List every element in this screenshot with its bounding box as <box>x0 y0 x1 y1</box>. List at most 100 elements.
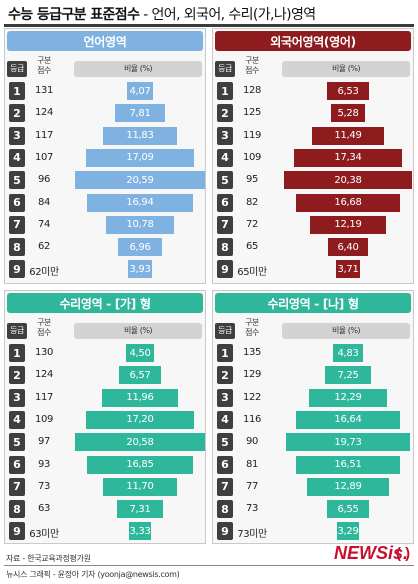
grade-column-header: 등급 <box>7 61 27 77</box>
bar-value-label: 7,25 <box>337 369 359 381</box>
bar-value-label: 12,89 <box>334 481 362 493</box>
bar-value-label: 4,50 <box>129 347 151 359</box>
score-label: 82 <box>246 196 258 208</box>
bar-value-label: 12,29 <box>334 392 362 404</box>
bar-value-label: 16,51 <box>334 459 362 470</box>
ratio-column-header: 비율 (%) <box>282 61 410 77</box>
newsis-logo: NEWSis. ( ) <box>334 543 410 563</box>
grade-label: 2 <box>217 366 233 385</box>
ratio-column-header: 비율 (%) <box>74 323 202 339</box>
score-header-line1: 구분 <box>37 318 51 327</box>
bar <box>127 260 153 279</box>
grade-label: 4 <box>217 148 233 167</box>
bar <box>336 260 360 279</box>
bar-value-label: 16,64 <box>334 414 362 426</box>
bar-value-label: 16,68 <box>334 197 362 208</box>
page-title: 수능 등급구분 표준점수 - 언어, 외국어, 수리(가,나)영역 <box>8 7 316 23</box>
grade-label: 5 <box>9 433 25 452</box>
score-label: 73미만 <box>237 529 267 541</box>
score-header-line1: 구분 <box>245 56 259 65</box>
bar <box>87 455 193 474</box>
bar <box>102 126 178 145</box>
grade-label: 9 <box>9 522 25 541</box>
bar <box>86 148 194 167</box>
chart-title: 언어영역 <box>7 31 203 51</box>
grade-label: 3 <box>9 388 25 407</box>
grade-label: 6 <box>217 193 233 212</box>
score-label: 74 <box>38 218 50 230</box>
bar <box>127 82 153 100</box>
bar-value-label: 5,28 <box>337 107 359 119</box>
score-label: 135 <box>243 347 261 358</box>
grade-label: 1 <box>9 344 25 362</box>
bar <box>293 148 403 167</box>
grade-label: 2 <box>217 104 233 123</box>
grade-label: 4 <box>9 148 25 167</box>
bar-value-label: 10,78 <box>126 219 154 231</box>
score-label: 65미만 <box>237 267 267 279</box>
bar <box>296 455 400 474</box>
grade-label: 5 <box>217 433 233 452</box>
grade-label: 6 <box>9 455 25 474</box>
score-header-line1: 구분 <box>245 318 259 327</box>
bar <box>115 104 165 123</box>
bar <box>337 522 359 541</box>
bar <box>283 171 413 190</box>
bar <box>85 410 195 429</box>
grade-label: 4 <box>217 410 233 429</box>
score-label: 63 <box>38 503 50 515</box>
bar-value-label: 16,85 <box>126 459 154 470</box>
score-label: 128 <box>243 85 261 96</box>
bar-value-label: 11,96 <box>126 392 154 404</box>
score-column-header: 구분 점수 <box>29 56 59 76</box>
bar-value-label: 7,81 <box>129 107 151 119</box>
chart-title: 수리영역 - [나] 형 <box>215 293 411 313</box>
score-label: 72 <box>246 218 258 230</box>
score-label: 63미만 <box>29 529 59 541</box>
bar <box>103 477 177 496</box>
score-label: 119 <box>243 129 261 141</box>
grade-label: 8 <box>9 238 25 257</box>
chart-title: 외국어영역(영어) <box>215 31 411 51</box>
score-column-header: 구분 점수 <box>237 56 267 76</box>
score-label: 96 <box>38 174 50 186</box>
grade-label: 3 <box>217 126 233 145</box>
bar-value-label: 20,58 <box>126 436 154 448</box>
chart-title: 수리영역 - [가] 형 <box>7 293 203 313</box>
score-label: 107 <box>35 151 53 163</box>
bar <box>129 522 151 541</box>
ratio-column-header: 비율 (%) <box>74 61 202 77</box>
score-header-line2: 점수 <box>245 66 259 75</box>
score-label: 95 <box>246 174 258 186</box>
score-label: 117 <box>35 129 53 141</box>
score-header-line2: 점수 <box>245 328 259 337</box>
bar-value-label: 4,83 <box>337 347 359 359</box>
grade-label: 5 <box>217 171 233 190</box>
score-header-line2: 점수 <box>37 328 51 337</box>
score-label: 109 <box>35 413 53 425</box>
grade-label: 7 <box>217 477 233 496</box>
score-label: 130 <box>35 347 53 358</box>
bar-value-label: 6,40 <box>337 241 359 253</box>
title-underline <box>4 24 414 27</box>
bar-value-label: 17,34 <box>334 152 362 164</box>
grade-label: 9 <box>217 522 233 541</box>
bar-value-label: 4,07 <box>129 85 151 97</box>
grade-label: 1 <box>217 344 233 362</box>
bar <box>311 126 385 145</box>
grade-label: 3 <box>9 126 25 145</box>
logo-wordmark: NEWSis. <box>334 543 408 563</box>
grade-column-header: 등급 <box>215 323 235 339</box>
score-label: 81 <box>246 458 258 470</box>
score-label: 124 <box>35 107 53 119</box>
bar-value-label: 17,20 <box>126 414 154 426</box>
score-column-header: 구분 점수 <box>29 318 59 338</box>
bar-value-label: 3,29 <box>337 525 359 537</box>
bar <box>327 82 369 100</box>
bar <box>102 388 178 407</box>
grade-column-header: 등급 <box>215 61 235 77</box>
bar <box>295 193 401 212</box>
score-label: 90 <box>246 436 258 448</box>
score-label: 62 <box>38 241 50 253</box>
bar-value-label: 3,71 <box>337 263 359 275</box>
